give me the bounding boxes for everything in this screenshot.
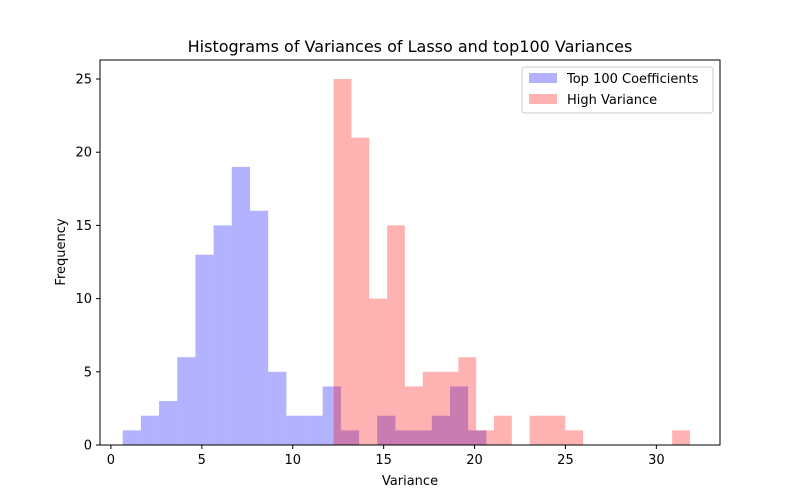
y-tick-label-20: 20 [75, 146, 92, 161]
y-tick-label-10: 10 [75, 292, 92, 307]
legend-label-high-variance: High Variance [567, 93, 657, 108]
legend-swatch-top-100-coefficients [529, 73, 557, 83]
bar-high-variance-9 [494, 415, 512, 445]
legend-label-top-100-coefficients: Top 100 Coefficients [566, 72, 699, 87]
bar-top-100-coefficients-12 [340, 430, 360, 445]
x-axis-label: Variance [382, 474, 438, 489]
bar-high-variance-1 [351, 137, 370, 445]
series-top-100-coefficients [122, 166, 487, 446]
y-tick-label-15: 15 [75, 219, 92, 234]
x-tick-label-15: 15 [375, 453, 392, 468]
bar-high-variance-3 [387, 225, 405, 445]
bar-high-variance-2 [369, 298, 388, 445]
y-tick-label-5: 5 [84, 365, 92, 380]
series-high-variance [333, 79, 690, 445]
bar-top-100-coefficients-0 [122, 430, 141, 445]
bar-top-100-coefficients-19 [468, 430, 487, 445]
legend-box [521, 66, 714, 114]
bar-top-100-coefficients-10 [304, 415, 323, 445]
x-tick-label-25: 25 [557, 453, 574, 468]
x-tick-label-30: 30 [648, 453, 665, 468]
bar-top-100-coefficients-18 [450, 386, 469, 445]
legend: Top 100 Coefficients High Variance [521, 66, 714, 114]
bar-top-100-coefficients-8 [268, 371, 287, 445]
bar-top-100-coefficients-7 [250, 210, 269, 445]
bar-top-100-coefficients-16 [413, 430, 432, 445]
legend-swatch-high-variance [529, 94, 557, 104]
bar-top-100-coefficients-1 [140, 415, 160, 445]
bars-layer [122, 79, 690, 446]
bar-high-variance-19 [672, 430, 690, 445]
bar-top-100-coefficients-15 [395, 430, 414, 445]
bar-top-100-coefficients-2 [159, 401, 178, 445]
bar-top-100-coefficients-14 [377, 415, 396, 445]
bar-high-variance-4 [404, 386, 423, 445]
bar-high-variance-0 [333, 79, 352, 445]
x-tick-label-20: 20 [466, 453, 483, 468]
bar-high-variance-7 [458, 357, 477, 445]
x-tick-label-10: 10 [284, 453, 301, 468]
bar-high-variance-5 [422, 371, 441, 445]
axes-frame [99, 59, 721, 446]
bar-high-variance-12 [547, 415, 566, 445]
bar-top-100-coefficients-9 [286, 415, 305, 445]
bar-top-100-coefficients-6 [231, 166, 250, 446]
bar-top-100-coefficients-5 [213, 225, 232, 445]
y-axis-label: Frequency [54, 218, 69, 285]
bar-top-100-coefficients-3 [177, 357, 196, 445]
bar-high-variance-13 [565, 430, 584, 445]
bar-high-variance-8 [476, 430, 494, 445]
chart-title: Histograms of Variances of Lasso and top… [188, 37, 633, 56]
bar-high-variance-11 [529, 415, 548, 445]
bar-top-100-coefficients-4 [195, 254, 214, 445]
y-tick-label-25: 25 [75, 73, 92, 88]
x-tick-label-5: 5 [198, 453, 206, 468]
bar-top-100-coefficients-17 [431, 415, 450, 445]
y-tick-label-0: 0 [84, 439, 92, 454]
bar-high-variance-6 [440, 371, 459, 445]
x-tick-label-0: 0 [107, 453, 115, 468]
ticks-layer: 0 5 10 15 20 25 30 0 5 10 15 20 25 [75, 73, 664, 468]
bar-top-100-coefficients-11 [322, 386, 341, 445]
